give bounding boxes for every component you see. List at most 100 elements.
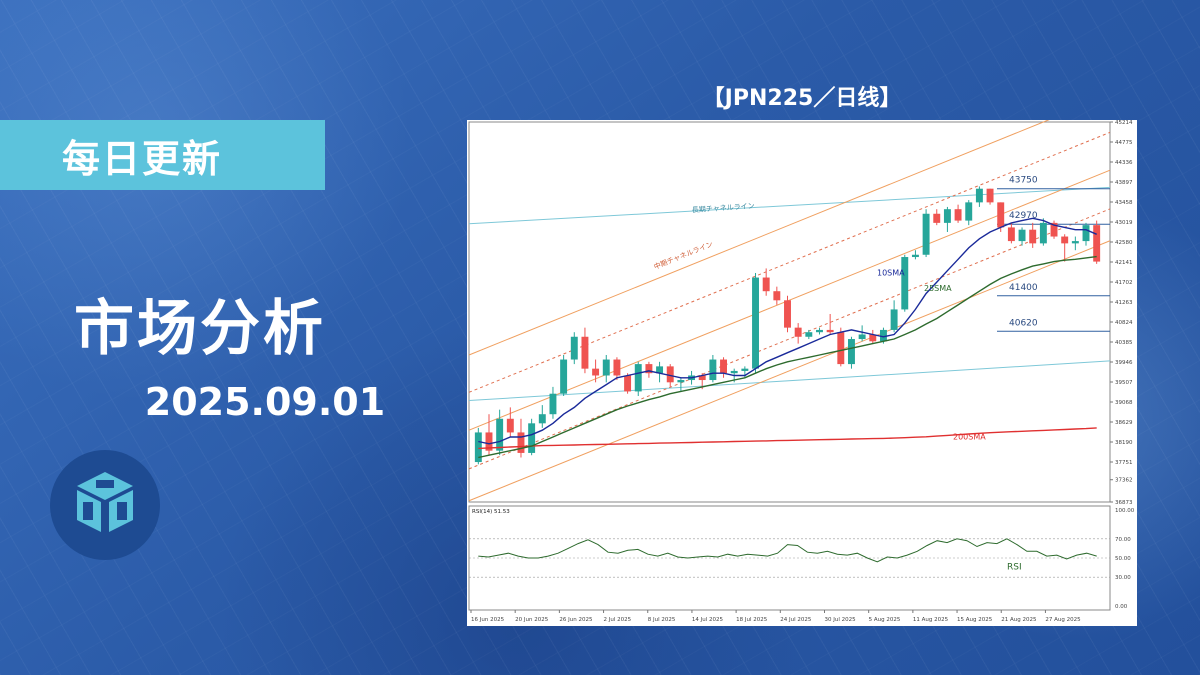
- candle-body: [666, 366, 674, 383]
- date-tick-label: 14 Jul 2025: [692, 617, 724, 623]
- candle-body: [965, 202, 973, 221]
- sma25-line: [478, 255, 1097, 459]
- candle-body: [794, 327, 802, 337]
- level-label-41400: 41400: [1009, 283, 1038, 293]
- candle-body: [1039, 222, 1047, 244]
- date-tick-label: 24 Jul 2025: [780, 617, 812, 623]
- price-tick-label: 42580: [1115, 240, 1133, 246]
- candle-body: [933, 213, 941, 223]
- candle-body: [762, 277, 770, 292]
- rsi-tick-label: 70.00: [1115, 537, 1131, 543]
- sma10-label: 10SMA: [877, 268, 905, 277]
- date-tick-label: 15 Aug 2025: [957, 617, 993, 623]
- candle-body: [634, 364, 642, 392]
- candle-body: [1071, 241, 1079, 244]
- date-text: 2025.09.01: [144, 380, 386, 424]
- date-tick-label: 2 Jul 2025: [604, 617, 632, 623]
- long-channel-upper: [468, 186, 1111, 225]
- level-label-43750: 43750: [1009, 176, 1038, 186]
- candle-body: [613, 359, 621, 376]
- level-label-42970: 42970: [1009, 211, 1038, 221]
- rsi-panel: RSI(14) 51.53 RSI 100.00 70.00 50.00 30.00 0.0…: [469, 508, 1135, 610]
- price-tick-label: 39507: [1115, 380, 1133, 386]
- rsi-tick-label: 30.00: [1115, 575, 1131, 581]
- price-tick-label: 38190: [1115, 440, 1133, 446]
- sma200-label: 200SMA: [953, 432, 986, 441]
- date-tick-label: 30 Jul 2025: [824, 617, 856, 623]
- date-tick-label: 21 Aug 2025: [1001, 617, 1037, 623]
- candle-body: [506, 418, 514, 433]
- date-axis: 16 Jun 2025 20 Jun 2025 26 Jun 2025 2 Jul 2…: [470, 610, 1081, 623]
- candle-body: [858, 334, 866, 340]
- candle-body: [720, 359, 727, 374]
- level-label-40620: 40620: [1009, 318, 1038, 328]
- price-tick-label: 40385: [1115, 340, 1133, 346]
- candle-body: [986, 188, 994, 203]
- headline: 市场分析: [74, 294, 326, 364]
- sma200-line: [478, 427, 1097, 450]
- candle-body: [517, 432, 525, 453]
- candle-body: [805, 332, 813, 337]
- candle-body: [1082, 225, 1090, 242]
- price-tick-label: 37751: [1115, 460, 1133, 466]
- candle-body: [752, 277, 759, 369]
- candle-body: [485, 432, 493, 451]
- mid-channel-top: [468, 94, 1111, 356]
- price-tick-label: 41263: [1115, 300, 1133, 306]
- candle-body: [784, 300, 791, 328]
- candle-body: [1029, 229, 1037, 244]
- mid-channel-lower-mid: [468, 208, 1111, 470]
- candle-body: [645, 364, 653, 374]
- candle-body: [549, 393, 557, 415]
- candle-body: [624, 375, 632, 392]
- price-tick-label: 39946: [1115, 360, 1133, 366]
- long-channel-lower: [468, 360, 1111, 402]
- candle-body: [730, 370, 738, 374]
- chart-title: 【JPN225／日线】: [702, 86, 902, 111]
- mid-channel-bottom: [468, 240, 1111, 502]
- price-tick-label: 39068: [1115, 400, 1133, 406]
- sma25-label: 25SMA: [924, 284, 952, 293]
- price-axis: 45214 44775 44336 43897 43458 43019 42580 42141…: [1110, 120, 1133, 506]
- chart-panel: 長期チャネルライン 中期チャネルライン 43750 42970 41400 40620 …: [467, 94, 1137, 626]
- candle-body: [528, 423, 536, 453]
- candle-body: [922, 213, 930, 255]
- candle-body: [538, 414, 546, 424]
- daily-update-badge: 每日更新: [0, 120, 325, 190]
- price-tick-label: 41702: [1115, 280, 1133, 286]
- candle-body: [677, 380, 685, 383]
- candle-body: [1093, 225, 1101, 262]
- candle-body: [581, 336, 589, 369]
- price-tick-label: 43458: [1115, 200, 1133, 206]
- price-tick-label: 38629: [1115, 420, 1133, 426]
- price-tick-label: 45214: [1115, 120, 1133, 126]
- price-tick-label: 44775: [1115, 140, 1133, 146]
- candle-body: [1050, 222, 1058, 237]
- rsi-tick-label: 0.00: [1115, 604, 1128, 610]
- candle-body: [997, 202, 1005, 228]
- rsi-tick-label: 50.00: [1115, 556, 1131, 562]
- candle-body: [741, 368, 749, 371]
- rsi-marker-label: RSI: [1007, 563, 1022, 573]
- candle-body: [901, 257, 909, 310]
- candle-body: [943, 209, 951, 223]
- date-tick-label: 26 Jun 2025: [559, 617, 593, 623]
- date-tick-label: 8 Jul 2025: [648, 617, 676, 623]
- candle-body: [1061, 236, 1069, 244]
- candle-body: [975, 188, 983, 203]
- candle-body: [1018, 229, 1026, 242]
- candle-body: [709, 359, 717, 381]
- candle-body: [773, 291, 781, 301]
- candle-body: [592, 368, 600, 376]
- candle-body: [890, 309, 898, 330]
- sma10-line: [478, 217, 1097, 445]
- rsi-tick-label: 100.00: [1115, 508, 1135, 514]
- candles: [474, 186, 1101, 465]
- candle-body: [570, 336, 578, 360]
- date-tick-label: 27 Aug 2025: [1045, 617, 1081, 623]
- candle-body: [837, 332, 845, 365]
- candle-body: [879, 329, 887, 342]
- candle-body: [826, 329, 834, 333]
- candle-body: [496, 418, 504, 451]
